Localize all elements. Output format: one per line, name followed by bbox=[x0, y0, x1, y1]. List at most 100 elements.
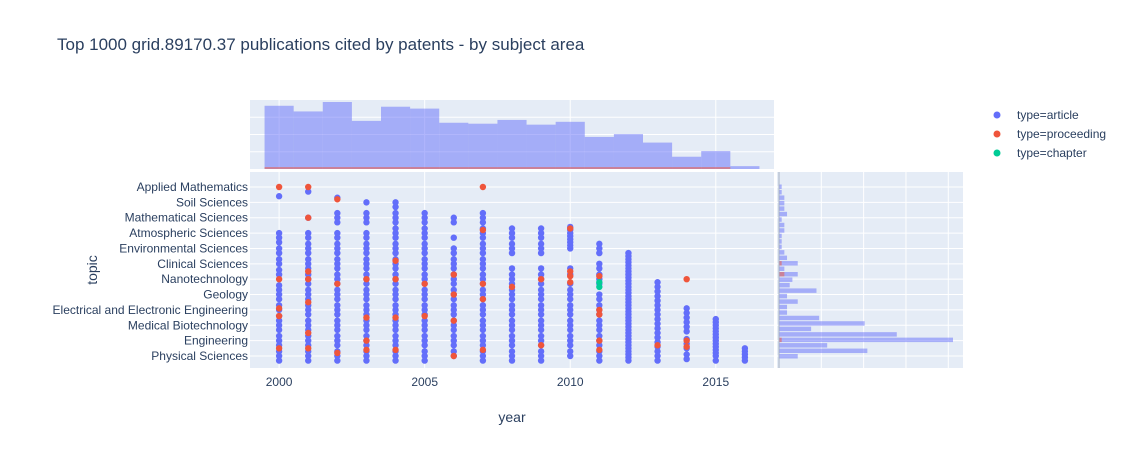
marginal-x-bar-article bbox=[730, 166, 759, 169]
scatter-point-article bbox=[276, 193, 282, 199]
marginal-x-bar-proceeding bbox=[497, 167, 526, 169]
marginal-x-bar-article bbox=[468, 124, 497, 169]
y-tick-label: Medical Biotechnology bbox=[128, 318, 248, 332]
marginal-x-bar-proceeding bbox=[672, 167, 701, 169]
scatter-point-article bbox=[538, 250, 544, 256]
scatter-point-proceeding bbox=[334, 281, 340, 287]
y-tick-label: Environmental Sciences bbox=[119, 241, 248, 255]
marginal-y-bar-article bbox=[779, 212, 787, 216]
scatter-point-article bbox=[480, 265, 486, 271]
scatter-point-proceeding bbox=[276, 305, 282, 311]
marginal-x-bar-proceeding bbox=[614, 167, 643, 169]
marginal-y-bar-article bbox=[779, 349, 867, 353]
scatter-point-article bbox=[392, 219, 398, 225]
scatter-point-article bbox=[451, 342, 457, 348]
marginal-x-bar-article bbox=[497, 120, 526, 169]
marginal-x-bar-proceeding bbox=[556, 167, 585, 169]
scatter-point-article bbox=[451, 265, 457, 271]
legend-marker-proceeding bbox=[994, 131, 1001, 138]
scatter-point-article bbox=[596, 327, 602, 333]
scatter-point-article bbox=[451, 327, 457, 333]
scatter-point-article bbox=[421, 219, 427, 225]
scatter-point-article bbox=[567, 353, 573, 359]
scatter-point-article bbox=[538, 296, 544, 302]
scatter-point-proceeding bbox=[305, 215, 311, 221]
scatter-point-article bbox=[625, 357, 631, 363]
y-tick-label: Engineering bbox=[184, 334, 248, 348]
scatter-point-article bbox=[421, 235, 427, 241]
marginal-x-bar-proceeding bbox=[701, 167, 730, 169]
scatter-point-article bbox=[421, 327, 427, 333]
scatter-point-article bbox=[509, 250, 515, 256]
y-tick-label: Electrical and Electronic Engineering bbox=[53, 303, 248, 317]
scatter-point-article bbox=[596, 250, 602, 256]
scatter-point-article bbox=[509, 311, 515, 317]
scatter-point-article bbox=[509, 342, 515, 348]
marginal-x-bar-article bbox=[643, 143, 672, 169]
scatter-point-article bbox=[334, 296, 340, 302]
scatter-point-article bbox=[363, 219, 369, 225]
scatter-point-proceeding bbox=[421, 281, 427, 287]
scatter-point-proceeding bbox=[305, 268, 311, 274]
marginal-y-bar-article bbox=[779, 327, 811, 331]
scatter-point-proceeding bbox=[683, 344, 689, 350]
marginal-x-bar-proceeding bbox=[381, 167, 410, 169]
marginal-y-bar-article bbox=[779, 316, 819, 320]
x-tick-label: 2000 bbox=[266, 375, 293, 389]
scatter-point-proceeding bbox=[305, 184, 311, 190]
scatter-point-article bbox=[392, 357, 398, 363]
scatter-point-article bbox=[334, 219, 340, 225]
scatter-point-proceeding bbox=[480, 281, 486, 287]
scatter-point-proceeding bbox=[596, 311, 602, 317]
scatter-point-article bbox=[451, 219, 457, 225]
scatter-point-article bbox=[538, 311, 544, 317]
scatter-point-article bbox=[567, 311, 573, 317]
marginal-x-bar-article bbox=[323, 102, 352, 169]
scatter-point-article bbox=[509, 296, 515, 302]
scatter-point-article bbox=[567, 342, 573, 348]
marginal-x-bar-proceeding bbox=[527, 167, 556, 169]
scatter-point-proceeding bbox=[451, 291, 457, 297]
scatter-point-proceeding bbox=[276, 184, 282, 190]
marginal-y-bar-article bbox=[779, 305, 787, 309]
scatter-point-article bbox=[305, 357, 311, 363]
scatter-point-article bbox=[276, 327, 282, 333]
scatter-point-article bbox=[421, 342, 427, 348]
scatter-point-proceeding bbox=[480, 347, 486, 353]
scatter-point-proceeding bbox=[451, 271, 457, 277]
scatter-point-proceeding bbox=[305, 276, 311, 282]
marginal-y-bar-article bbox=[779, 338, 953, 342]
scatter-point-article bbox=[392, 235, 398, 241]
scatter-point-article bbox=[567, 245, 573, 251]
x-axis-title: year bbox=[498, 409, 526, 425]
scatter-point-article bbox=[334, 265, 340, 271]
marginal-y-bar-article bbox=[779, 201, 784, 205]
scatter-point-article bbox=[305, 250, 311, 256]
scatter-point-proceeding bbox=[276, 345, 282, 351]
scatter-point-article bbox=[451, 311, 457, 317]
marginal-x-bar-proceeding bbox=[294, 167, 323, 169]
scatter-point-article bbox=[334, 250, 340, 256]
marginal-x-bar-proceeding bbox=[265, 167, 294, 169]
scatter-point-article bbox=[392, 250, 398, 256]
marginal-x-bar-article bbox=[265, 106, 294, 169]
scatter-point-article bbox=[334, 342, 340, 348]
marginal-y-bar-article bbox=[779, 299, 798, 303]
scatter-point-article bbox=[480, 327, 486, 333]
scatter-point-article bbox=[421, 265, 427, 271]
scatter-point-proceeding bbox=[363, 347, 369, 353]
scatter-point-article bbox=[392, 265, 398, 271]
marginal-y-bar-article bbox=[779, 223, 784, 227]
scatter-point-article bbox=[509, 327, 515, 333]
scatter-point-proceeding bbox=[363, 337, 369, 343]
marginal-x-bar-article bbox=[439, 123, 468, 169]
x-tick-label: 2015 bbox=[702, 375, 729, 389]
scatter-point-article bbox=[363, 265, 369, 271]
scatter-point-article bbox=[305, 311, 311, 317]
scatter-point-proceeding bbox=[305, 345, 311, 351]
scatter-point-article bbox=[654, 357, 660, 363]
scatter-point-proceeding bbox=[596, 337, 602, 343]
marginal-y-bar-proceeding bbox=[779, 272, 784, 276]
marginal-y-bar-article bbox=[779, 343, 827, 347]
marginal-y-bar-article bbox=[779, 195, 784, 199]
